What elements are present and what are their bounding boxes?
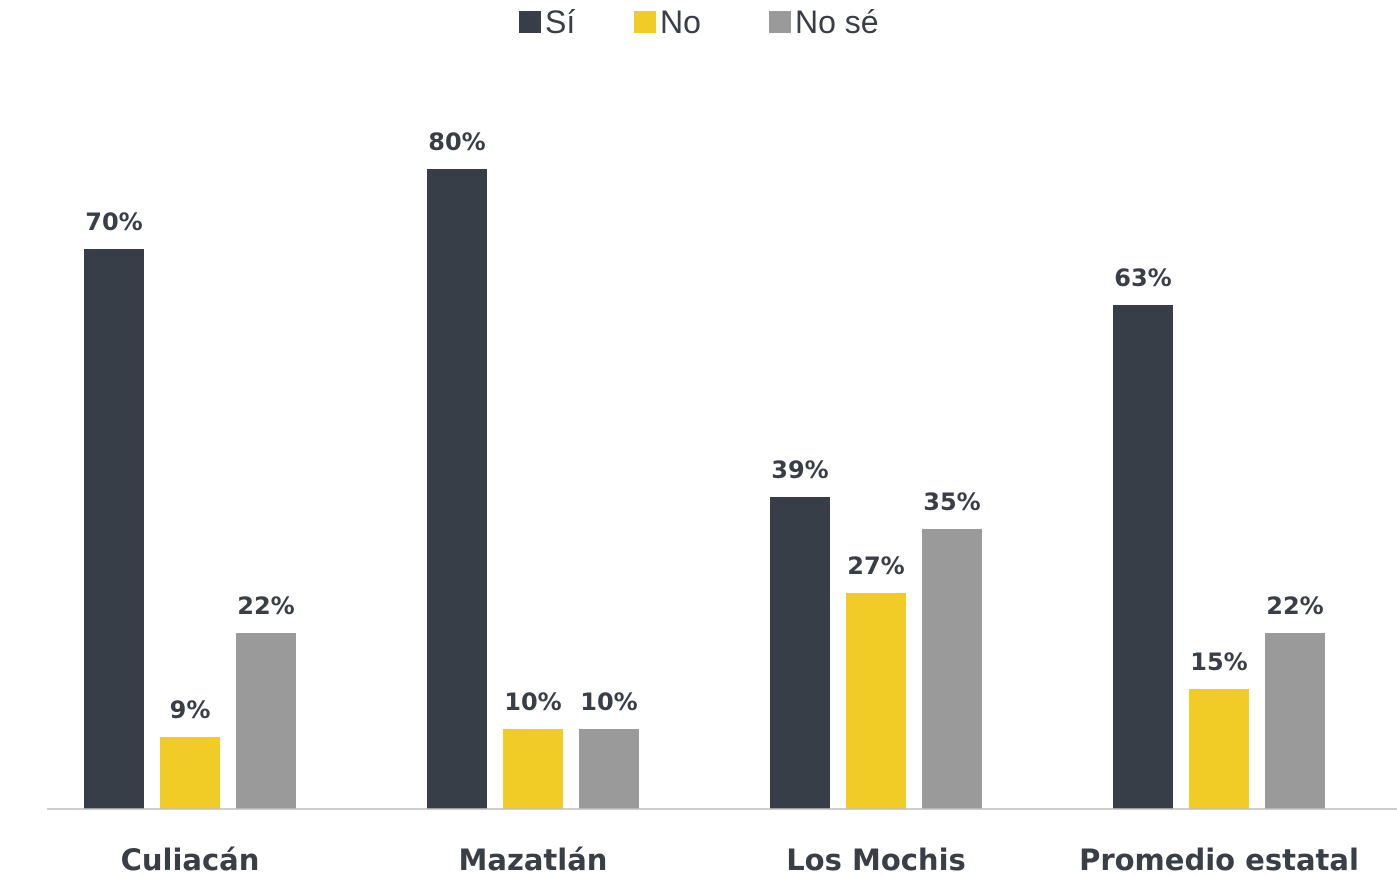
- bar-no-se-promedio-estatal: [1265, 633, 1325, 809]
- category-label-mazatlan: Mazatlán: [459, 843, 608, 875]
- value-label-si-los-mochis: 39%: [771, 456, 828, 484]
- legend-label-no: No: [660, 4, 701, 40]
- bar-no-promedio-estatal: [1189, 689, 1249, 809]
- category-label-culiacan: Culiacán: [121, 843, 260, 875]
- value-label-no-culiacan: 9%: [170, 696, 211, 724]
- legend-swatch-si: [519, 11, 541, 33]
- value-label-si-culiacan: 70%: [85, 208, 142, 236]
- bar-no-se-los-mochis: [922, 529, 982, 809]
- bar-si-culiacan: [84, 249, 144, 809]
- value-label-si-mazatlan: 80%: [428, 128, 485, 156]
- value-label-no-promedio-estatal: 15%: [1190, 648, 1247, 676]
- legend-swatch-no-se: [769, 11, 791, 33]
- value-label-no-mazatlan: 10%: [504, 688, 561, 716]
- bar-si-mazatlan: [427, 169, 487, 809]
- bar-si-los-mochis: [770, 497, 830, 809]
- bars-group: [84, 169, 1325, 809]
- bar-no-se-mazatlan: [579, 729, 639, 809]
- value-label-no-se-los-mochis: 35%: [923, 488, 980, 516]
- bar-no-mazatlan: [503, 729, 563, 809]
- legend: Sí No No sé: [519, 4, 879, 40]
- legend-label-no-se: No sé: [795, 4, 879, 40]
- bar-si-promedio-estatal: [1113, 305, 1173, 809]
- bar-no-se-culiacan: [236, 633, 296, 809]
- legend-label-si: Sí: [545, 4, 575, 40]
- category-label-los-mochis: Los Mochis: [786, 843, 966, 875]
- value-label-no-se-culiacan: 22%: [237, 592, 294, 620]
- bar-no-culiacan: [160, 737, 220, 809]
- value-label-no-los-mochis: 27%: [847, 552, 904, 580]
- category-labels-group: Culiacán Mazatlán Los Mochis Promedio estat…: [121, 843, 1359, 875]
- category-label-promedio-estatal: Promedio estatal: [1079, 843, 1359, 875]
- value-label-no-se-promedio-estatal: 22%: [1266, 592, 1323, 620]
- bar-no-los-mochis: [846, 593, 906, 809]
- value-label-no-se-mazatlan: 10%: [580, 688, 637, 716]
- value-labels-group: 70% 9% 22% 80% 10% 10% 39% 27% 35% 63% 15% 22%: [85, 128, 1323, 724]
- legend-swatch-no: [634, 11, 656, 33]
- value-label-si-promedio-estatal: 63%: [1114, 264, 1171, 292]
